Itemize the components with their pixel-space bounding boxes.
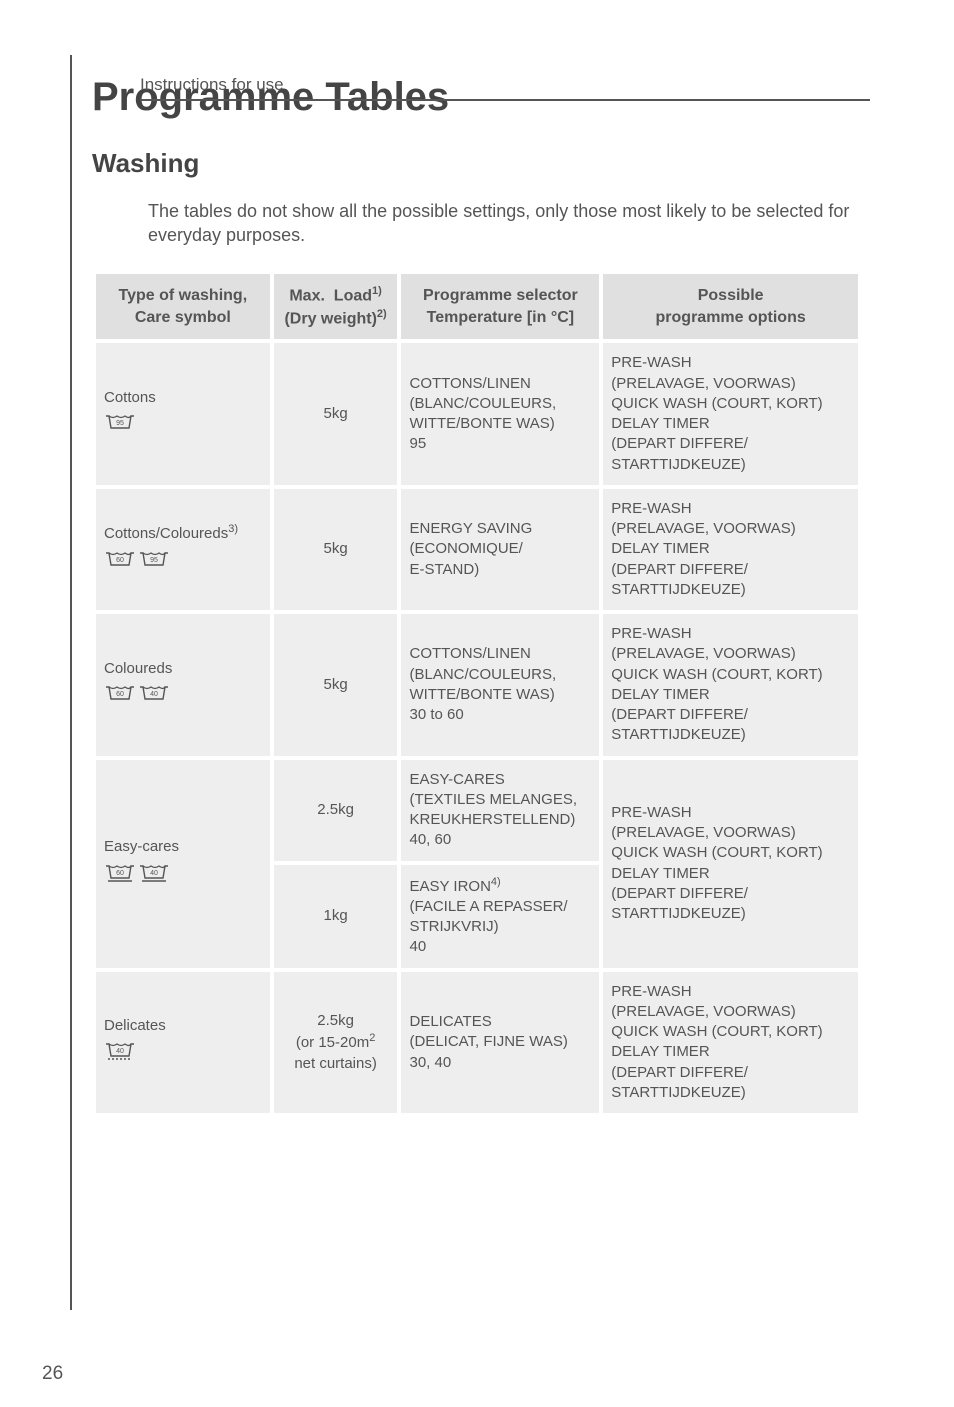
cell-type: Cottons 95 [96,343,270,485]
wash-symbol-icon: 40 [138,683,170,711]
svg-text:60: 60 [116,870,124,877]
table-row: Delicates 40 2.5kg(or 15-20m2net curtain… [96,972,858,1114]
svg-text:95: 95 [116,420,124,427]
table-row: Cottons/Coloureds3) 60 95 5kg ENERGY SAV… [96,489,858,610]
svg-text:95: 95 [150,557,158,564]
cell-programme: DELICATES(DELICAT, FIJNE WAS)30, 40 [401,972,599,1114]
cell-options: PRE-WASH(PRELAVAGE, VOORWAS)QUICK WASH (… [603,614,858,756]
wash-symbol-icon: 60 [104,549,136,577]
section-subtitle: Washing [92,148,912,179]
table-row: Coloureds 60 40 5kg COTTONS/LINEN(BLANC/… [96,614,858,756]
cell-options: PRE-WASH(PRELAVAGE, VOORWAS)QUICK WASH (… [603,343,858,485]
wash-symbol-icon: 60 [104,683,136,711]
cell-type: Delicates 40 [96,972,270,1114]
svg-text:60: 60 [116,557,124,564]
svg-text:40: 40 [116,1048,124,1055]
cell-type: Easy-cares 60 40 [96,760,270,968]
cell-load: 5kg [274,614,398,756]
cell-programme: COTTONS/LINEN(BLANC/COULEURS,WITTE/BONTE… [401,343,599,485]
wash-symbol-icon: 95 [104,412,136,440]
header-load: Max. Load1)(Dry weight)2) [274,274,398,340]
programme-table: Type of washing,Care symbol Max. Load1)(… [92,270,862,1118]
cell-programme: EASY-CARES(TEXTILES MELANGES,KREUKHERSTE… [401,760,599,861]
header-options: Possibleprogramme options [603,274,858,340]
cell-programme: ENERGY SAVING(ECONOMIQUE/E-STAND) [401,489,599,610]
header-type: Type of washing,Care symbol [96,274,270,340]
table-row: Cottons 95 5kg COTTONS/LINEN(BLANC/COULE… [96,343,858,485]
cell-options: PRE-WASH(PRELAVAGE, VOORWAS)QUICK WASH (… [603,972,858,1114]
wash-symbol-icon: 95 [138,549,170,577]
wash-symbol-icon: 40 [138,862,170,890]
cell-load: 5kg [274,343,398,485]
wash-symbol-icon: 40 [104,1040,136,1068]
cell-options: PRE-WASH(PRELAVAGE, VOORWAS)QUICK WASH (… [603,760,858,968]
page-content: Programme Tables Washing The tables do n… [70,55,954,1310]
intro-text: The tables do not show all the possible … [148,199,912,248]
cell-load: 2.5kg(or 15-20m2net curtains) [274,972,398,1114]
cell-type: Cottons/Coloureds3) 60 95 [96,489,270,610]
cell-load: 1kg [274,865,398,968]
wash-symbol-icon: 60 [104,862,136,890]
page-number: 26 [42,1363,63,1385]
svg-text:40: 40 [150,870,158,877]
table-row: Easy-cares 60 40 2.5kg EASY-CARES(TEXTIL… [96,760,858,861]
cell-type: Coloureds 60 40 [96,614,270,756]
cell-load: 5kg [274,489,398,610]
cell-load: 2.5kg [274,760,398,861]
header-programme: Programme selectorTemperature [in °C] [401,274,599,340]
table-header-row: Type of washing,Care symbol Max. Load1)(… [96,274,858,340]
section-header: Instructions for use [140,75,870,101]
cell-options: PRE-WASH(PRELAVAGE, VOORWAS)DELAY TIMER(… [603,489,858,610]
cell-programme: EASY IRON4)(FACILE A REPASSER/STRIJKVRIJ… [401,865,599,968]
svg-text:60: 60 [116,691,124,698]
cell-programme: COTTONS/LINEN(BLANC/COULEURS,WITTE/BONTE… [401,614,599,756]
svg-text:40: 40 [150,691,158,698]
